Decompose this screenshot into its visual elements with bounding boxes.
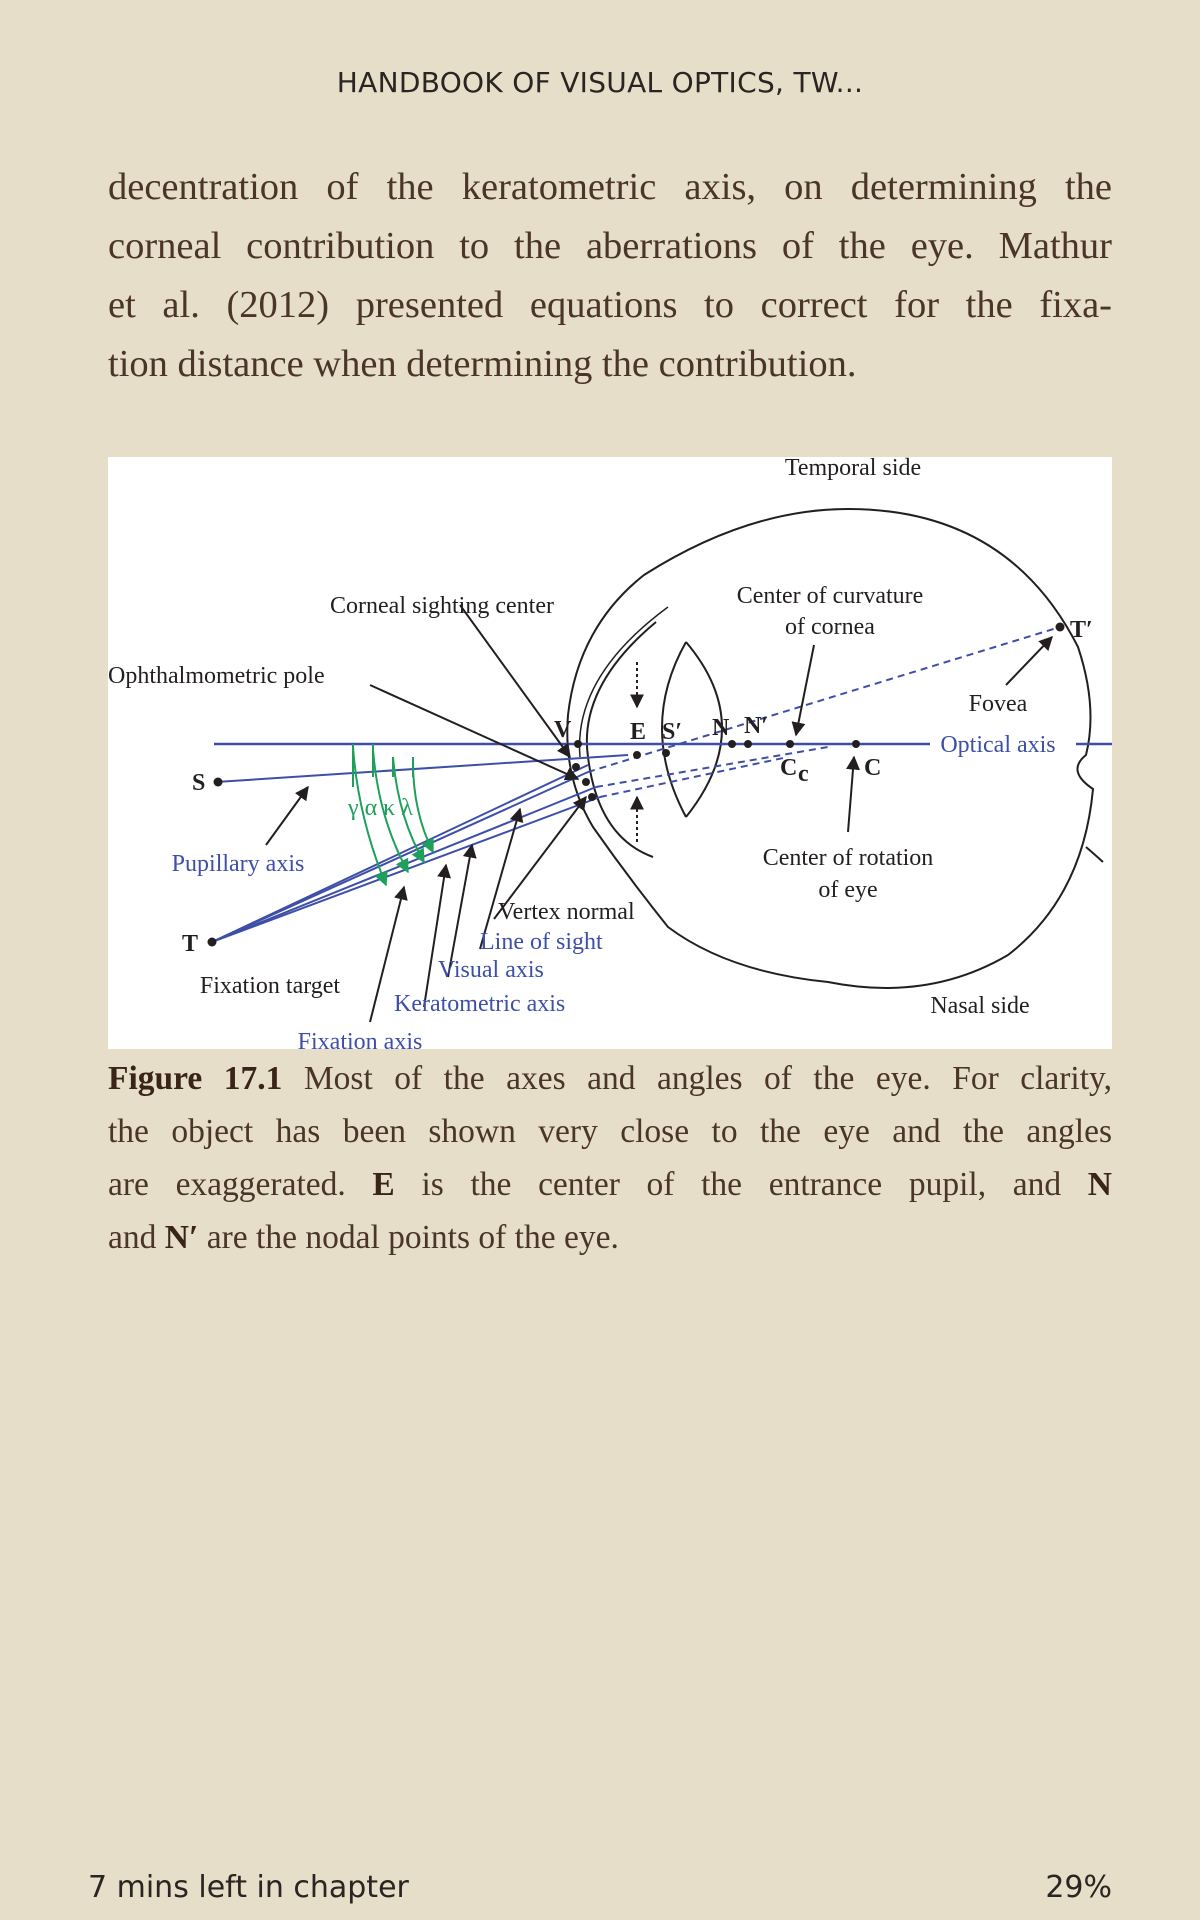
label-nasal-side: Nasal side [930,993,1029,1019]
label-optical-axis: Optical axis [940,732,1055,758]
caption-line: the object has been shown very close to … [108,1113,1112,1150]
label-fixation-axis: Fixation axis [298,1029,423,1055]
point-n-dot [728,740,736,748]
label-point-t-prime: T′ [1070,617,1093,643]
angle-gamma-arc [352,746,388,887]
body-line: decentration of the keratometric axis, o… [108,166,1112,208]
visual-axis-leader [447,843,477,978]
label-point-cc: C [780,755,797,781]
label-fovea: Fovea [969,691,1028,717]
label-line-of-sight: Line of sight [480,929,603,955]
label-point-s: S [192,770,205,796]
label-point-n: N [712,715,730,741]
label-corneal-sighting-center: Corneal sighting center [330,593,554,619]
book-title-header: HANDBOOK OF VISUAL OPTICS, TW... [336,66,864,99]
point-c-dot [852,740,860,748]
point-n-prime-dot [744,740,752,748]
cornea-point-1 [572,763,580,771]
label-greek-angles: γ α κ λ [347,795,413,821]
line-of-sight-leader [479,807,524,950]
label-point-s-prime: S′ [662,719,682,745]
caption-line: Figure 17.1 Most of the axes and angles … [108,1060,1112,1097]
label-point-e: E [630,719,646,745]
body-line: tion distance when determining the contr… [108,343,857,385]
figure-number: Figure 17.1 [108,1060,283,1097]
label-center-curvature-1: Center of curvature [737,583,924,609]
corneal-sighting-leader [459,604,571,759]
label-visual-axis: Visual axis [438,957,544,983]
label-keratometric-axis: Keratometric axis [394,991,565,1017]
angle-alpha-arc [372,748,409,874]
label-pupillary-axis: Pupillary axis [172,851,305,877]
vertex-normal-leader [493,795,587,920]
eye-diagram: Temporal side Corneal sighting center Ce… [108,455,1112,1055]
visual-axis-dashed [587,626,1061,773]
point-cc-dot [786,740,794,748]
point-s-prime-dot [662,749,670,757]
time-left-label: 7 mins left in chapter [88,1870,409,1905]
keratometric-dashed [599,756,789,798]
point-s-dot [213,777,223,787]
fovea-leader [1005,635,1053,686]
cornea-arc-outer [578,606,669,758]
center-curvature-leader [791,644,815,737]
label-ophthalmometric-pole: Ophthalmometric pole [108,663,325,689]
lens-front [661,641,687,818]
point-t-dot [207,937,217,947]
pupillary-axis-line [215,754,629,783]
label-point-t: T [182,931,198,957]
caption-line: and N′ are the nodal points of the eye. [108,1219,619,1256]
label-center-rotation-2: of eye [818,877,877,903]
point-e-dot [633,751,641,759]
center-rotation-leader [846,755,860,833]
caption-line: are exaggerated. E is the center of the … [108,1166,1112,1203]
body-line: et al. (2012) presented equations to cor… [108,284,1112,326]
fixation-axis-leader [369,885,408,1023]
angle-kappa-arc [392,756,425,864]
line-of-sight-dashed [595,746,829,788]
point-t-prime-dot [1055,622,1065,632]
label-point-v: V [554,717,572,743]
figure-caption: Figure 17.1 Most of the axes and angles … [108,1052,1112,1264]
cornea-point-3 [588,793,596,801]
lens-back [685,641,723,818]
optic-nerve [1085,846,1104,863]
ophthalmometric-leader [369,684,580,781]
label-vertex-normal: Vertex normal [498,899,635,925]
body-line: corneal contribution to the aberrations … [108,225,1112,267]
label-center-rotation-1: Center of rotation [763,845,934,871]
label-center-curvature-2: of cornea [785,614,875,640]
pupillary-leader [265,785,309,846]
eye-axes-figure: Temporal side Corneal sighting center Ce… [108,455,1112,1055]
keratometric-leader [423,863,451,1008]
label-temporal-side: Temporal side [785,455,921,481]
label-point-n-prime: N′ [744,713,768,739]
line-of-sight-line [211,764,589,943]
label-point-c: C [864,755,881,781]
reading-progress: 29% [1045,1870,1112,1905]
point-v-dot [574,740,582,748]
label-point-cc-sub: c [798,761,809,787]
label-fixation-target: Fixation target [200,973,341,999]
body-paragraph: decentration of the keratometric axis, o… [108,158,1112,394]
cornea-point-2 [582,778,590,786]
